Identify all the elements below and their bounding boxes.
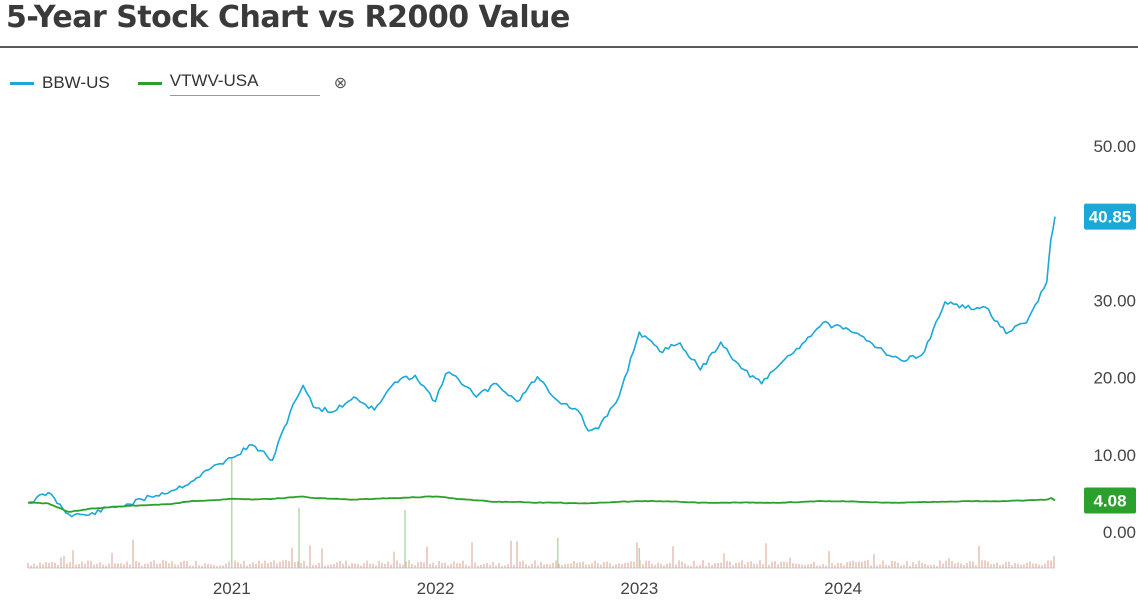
volume-bars <box>27 458 1055 569</box>
bbw-last-value-badge <box>1084 203 1136 230</box>
last-value-badges: 40.85 4.08 <box>1084 203 1136 514</box>
legend-swatch-vtwv <box>137 81 162 85</box>
y-tick-label: 10.00 <box>1093 446 1136 465</box>
legend-swatch-bbw <box>10 81 34 85</box>
x-tick-label: 2021 <box>213 579 251 598</box>
y-tick-label: 20.00 <box>1093 369 1136 388</box>
series-lines <box>27 216 1056 518</box>
vtwv-last-value-label: 4.08 <box>1093 492 1126 511</box>
legend: BBW-US VTWV-USA ⊗ <box>10 70 347 96</box>
comparison-symbol-field[interactable]: VTWV-USA <box>169 71 320 96</box>
legend-item-vtwv[interactable]: VTWV-USA <box>137 71 320 96</box>
chart-title: 5-Year Stock Chart vs R2000 Value <box>6 0 570 35</box>
legend-label-bbw: BBW-US <box>42 73 110 92</box>
title-divider <box>0 46 1138 48</box>
vtwv-last-value-badge <box>1084 487 1136 514</box>
legend-item-bbw[interactable]: BBW-US <box>10 73 110 93</box>
y-tick-label: 30.00 <box>1093 291 1136 310</box>
y-tick-label: 0.00 <box>1103 523 1136 542</box>
x-tick-label: 2023 <box>620 579 658 598</box>
x-tick-label: 2024 <box>824 579 862 598</box>
vtwv-series-line <box>27 495 1056 513</box>
remove-comparison-icon[interactable]: ⊗ <box>333 75 348 92</box>
y-tick-label: 50.00 <box>1093 137 1136 156</box>
x-axis: 2021 2022 2023 2024 <box>213 579 862 598</box>
x-tick-label: 2022 <box>417 579 455 598</box>
bbw-series-line <box>27 216 1056 518</box>
bbw-last-value-label: 40.85 <box>1089 208 1132 227</box>
